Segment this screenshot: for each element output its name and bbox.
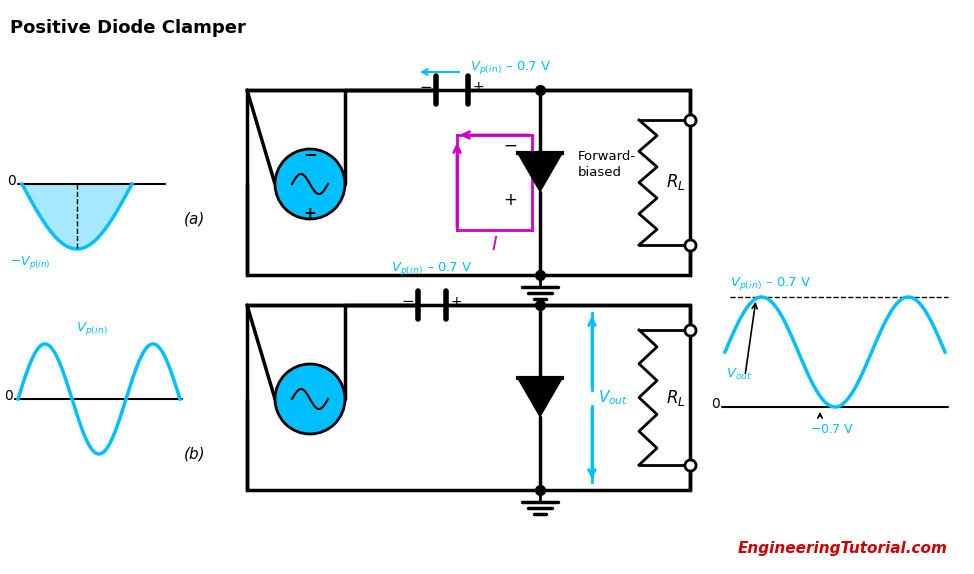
Text: −: −	[503, 137, 517, 154]
Text: $V_{p(in)}$ – 0.7 V: $V_{p(in)}$ – 0.7 V	[470, 60, 551, 76]
Text: $V_{p(in)}$ – 0.7 V: $V_{p(in)}$ – 0.7 V	[730, 274, 811, 292]
Polygon shape	[22, 184, 132, 249]
Circle shape	[275, 364, 345, 434]
Text: −: −	[303, 145, 317, 163]
Bar	[247, 90, 690, 275]
Circle shape	[275, 149, 345, 219]
Text: +: +	[503, 191, 517, 208]
Text: Forward-
biased: Forward- biased	[578, 150, 636, 179]
Text: 0: 0	[4, 389, 13, 403]
Text: +: +	[472, 80, 484, 94]
Text: $-V_{p(in)}$: $-V_{p(in)}$	[10, 254, 51, 271]
Text: −: −	[401, 294, 414, 309]
Text: 0: 0	[7, 174, 16, 188]
Text: EngineeringTutorial.com: EngineeringTutorial.com	[738, 541, 948, 556]
Text: +: +	[450, 295, 462, 309]
Polygon shape	[518, 153, 562, 192]
Text: +: +	[304, 207, 317, 222]
Text: $-0.7$ V: $-0.7$ V	[810, 423, 854, 436]
Text: −: −	[419, 80, 432, 95]
Text: (a): (a)	[184, 211, 206, 227]
Text: $V_{out}$: $V_{out}$	[598, 388, 628, 407]
Text: $V_{p(in)}$ – 0.7 V: $V_{p(in)}$ – 0.7 V	[392, 260, 472, 277]
Bar	[247, 305, 690, 490]
Text: Positive Diode Clamper: Positive Diode Clamper	[10, 19, 245, 37]
Text: $R_L$: $R_L$	[666, 387, 686, 408]
Text: 0: 0	[711, 397, 720, 411]
Text: $V_{p(in)}$: $V_{p(in)}$	[76, 320, 108, 337]
Text: $I$: $I$	[491, 235, 498, 254]
Polygon shape	[518, 378, 562, 417]
Text: $V_{out}$: $V_{out}$	[726, 366, 753, 382]
Text: $R_L$: $R_L$	[666, 173, 686, 192]
Text: (b): (b)	[184, 447, 206, 461]
